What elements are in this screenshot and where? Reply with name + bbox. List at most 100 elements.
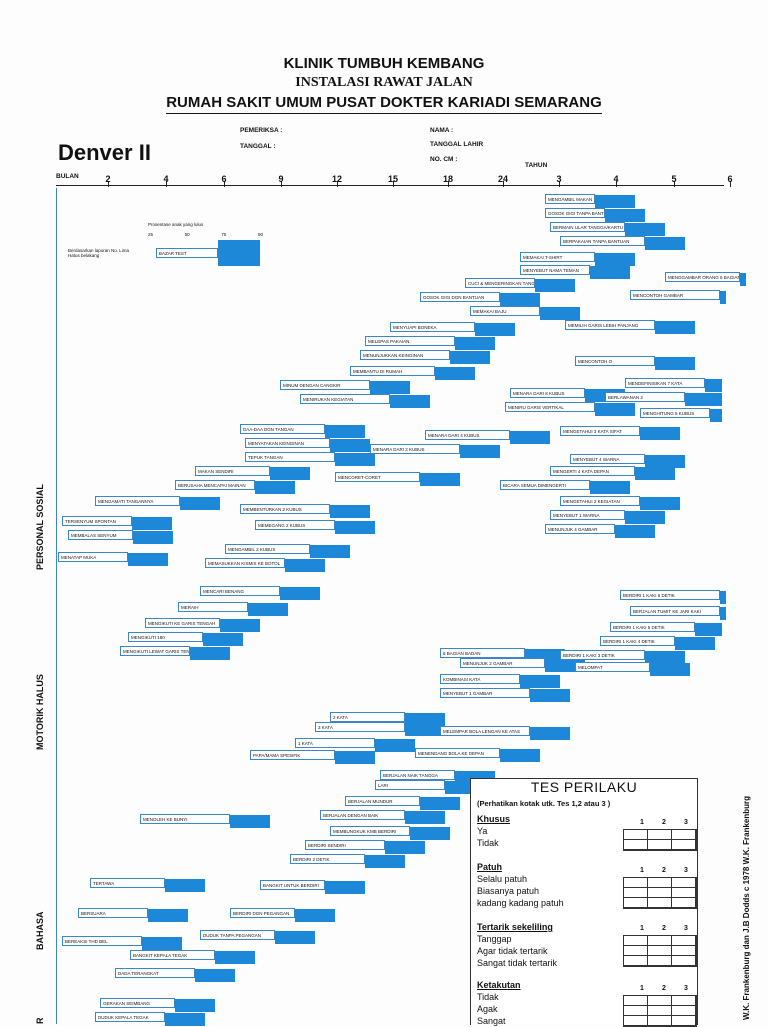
milestone-bar [295, 909, 335, 922]
milestone-bar [450, 351, 490, 364]
milestone-bar [645, 651, 685, 664]
nama-label: NAMA : [430, 127, 454, 134]
milestone-bar [405, 811, 445, 824]
milestone-bar [180, 497, 220, 510]
group-ketakutan: Ketakutan Tidak Agak Sangat [477, 979, 521, 1027]
milestone-label: MENGHITUNG 5 KUBUS [640, 408, 710, 418]
boxes-patuh[interactable] [623, 877, 697, 909]
milestone-label: BERDIRI DGN PEGANGAN [230, 908, 295, 918]
milestone-bar [325, 881, 365, 894]
milestone-label: MENGETAHUI 2 KEGIATAN [560, 496, 640, 506]
milestone-label: MELEPAS PAKAIAN [365, 336, 455, 346]
tes-perilaku-note: (Perhatikan kotak utk. Tes 1,2 atau 3 ) [477, 799, 611, 808]
milestone-label: BANGKIT KEPALA TEGAK [130, 950, 215, 960]
bulan-tick-label: 6 [221, 174, 227, 184]
milestone-bar [370, 381, 410, 394]
tahun-tick-label: 6 [727, 174, 733, 184]
milestone-label: GOSOK GIGI DGN BANTUAN [420, 292, 500, 302]
axis-tick [393, 181, 394, 187]
milestone-label: MEMBANTU DI RUMAH [350, 366, 435, 376]
boxes-khusus[interactable] [623, 829, 697, 851]
milestone-bar [500, 293, 540, 306]
milestone-bar [625, 511, 665, 524]
milestone-label: MEMBENTURKAN 2 KUBUS [240, 504, 330, 514]
milestone-bar [285, 559, 325, 572]
group-title: Tertarik sekeliling [477, 922, 553, 932]
col-label: 3 [684, 985, 688, 992]
col-label: 3 [684, 925, 688, 932]
milestone-label: 3 KATA [315, 722, 405, 732]
axis-tick [616, 181, 617, 187]
axis-tick [337, 181, 338, 187]
milestone-bar [420, 473, 460, 486]
milestone-bar [595, 253, 635, 266]
milestone-bar [420, 797, 460, 810]
milestone-label: MENIRU GARIS VERTIKAL [505, 402, 595, 412]
milestone-bar [460, 445, 500, 458]
bulan-tick-label: 9 [278, 174, 284, 184]
group-line: Selalu patuh [477, 874, 528, 884]
milestone-label: MENGAMBIL MAKAN [545, 194, 595, 204]
col-label: 1 [640, 925, 644, 932]
milestone-label: BERLAWANAN 2 [605, 392, 685, 402]
milestone-label: BERDIRI SENDIRI [305, 840, 385, 850]
milestone-bar [590, 266, 630, 279]
milestone-bar [142, 937, 182, 950]
milestone-bar [455, 337, 495, 350]
milestone-label: MENUNJUK 2 GAMBAR [460, 658, 545, 668]
axis-tick [224, 181, 225, 187]
milestone-label: MEMILIH GARIS LEBIH PANJANG [565, 320, 655, 330]
milestone-label: DADA TERANGKAT [115, 968, 195, 978]
legend-pct-90: 90 [257, 232, 263, 237]
milestone-bar [275, 931, 315, 944]
col-label: 1 [640, 819, 644, 826]
milestone-label: MENGIKUTI KE GARIS TENGAH [145, 618, 220, 628]
group-title: Ketakutan [477, 980, 521, 990]
bulan-tick-label: 12 [331, 174, 343, 184]
milestone-bar [535, 279, 575, 292]
milestone-bar [540, 307, 580, 320]
milestone-label: BERDIRI 1 KAKI 5 DETIK [610, 622, 695, 632]
milestone-label: BERJALAN TUMIT KE JARI KAKI [630, 606, 720, 616]
col-label: 2 [662, 867, 666, 874]
legend-percents: 25 50 75 90 [148, 232, 263, 237]
milestone-bar [255, 481, 295, 494]
milestone-bar [220, 619, 260, 632]
tahun-tick-label: 4 [613, 174, 619, 184]
milestone-label: MENCONTOH O [575, 356, 655, 366]
milestone-label: MENGIKUTI 180 [128, 632, 203, 642]
tes-perilaku-title: TES PERILAKU [530, 779, 638, 795]
milestone-bar [385, 841, 425, 854]
milestone-label: MENARA DARI 4 KUBUS [425, 430, 510, 440]
boxes-tertarik[interactable] [623, 935, 697, 967]
milestone-bar [695, 623, 722, 636]
milestone-label: MEMEGANG 2 KUBUS [255, 520, 335, 530]
milestone-bar [675, 637, 715, 650]
milestone-label: MENGERTI 4 KATA DEPAN [550, 466, 635, 476]
group-line: Sangat [477, 1016, 506, 1026]
boxes-ketakutan[interactable] [623, 995, 697, 1027]
no-cm-label: NO. CM : [430, 156, 458, 163]
axis-tick [730, 181, 731, 187]
milestone-label: MEMBALAS SENYUM [68, 530, 133, 540]
milestone-label: MENCARI BENANG [200, 586, 280, 596]
milestone-label: MENARA DARI 2 KUBUS [370, 444, 460, 454]
milestone-bar [270, 467, 310, 480]
cols-tertarik: 1 2 3 [631, 925, 697, 932]
milestone-bar [148, 909, 188, 922]
group-line: Agar tidak tertarik [477, 946, 548, 956]
milestone-bar [710, 409, 722, 422]
milestone-bar [645, 237, 685, 250]
cols-ketakutan: 1 2 3 [631, 985, 697, 992]
milestone-bar [500, 749, 540, 762]
milestone-bar [165, 879, 205, 892]
cols-khusus: 1 2 3 [631, 819, 697, 826]
group-patuh: Patuh Selalu patuh Biasanya patuh kadang… [477, 861, 564, 909]
pemeriksa-label: PEMERIKSA : [240, 127, 283, 134]
group-tertarik: Tertarik sekeliling Tanggap Agar tidak t… [477, 921, 557, 969]
milestone-label: MENENDANG BOLA KE DEPAN [415, 748, 500, 758]
group-line: Tidak [477, 838, 499, 848]
milestone-label: MELEMPAR BOLA LENGAN KE ATAS [440, 726, 530, 736]
form-title: Denver II [58, 140, 151, 165]
axis-tick [503, 181, 504, 187]
